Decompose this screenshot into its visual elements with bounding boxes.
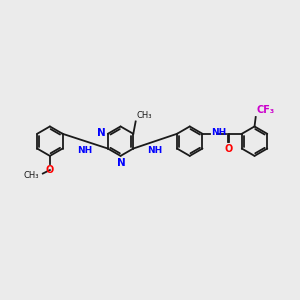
Text: O: O bbox=[225, 144, 233, 154]
Text: NH: NH bbox=[148, 146, 163, 155]
Text: NH: NH bbox=[78, 146, 93, 155]
Text: CF₃: CF₃ bbox=[256, 105, 274, 115]
Text: N: N bbox=[117, 158, 125, 168]
Text: N: N bbox=[97, 128, 106, 138]
Text: CH₃: CH₃ bbox=[23, 171, 39, 180]
Text: O: O bbox=[46, 165, 54, 175]
Text: NH: NH bbox=[211, 128, 226, 137]
Text: CH₃: CH₃ bbox=[136, 111, 152, 120]
